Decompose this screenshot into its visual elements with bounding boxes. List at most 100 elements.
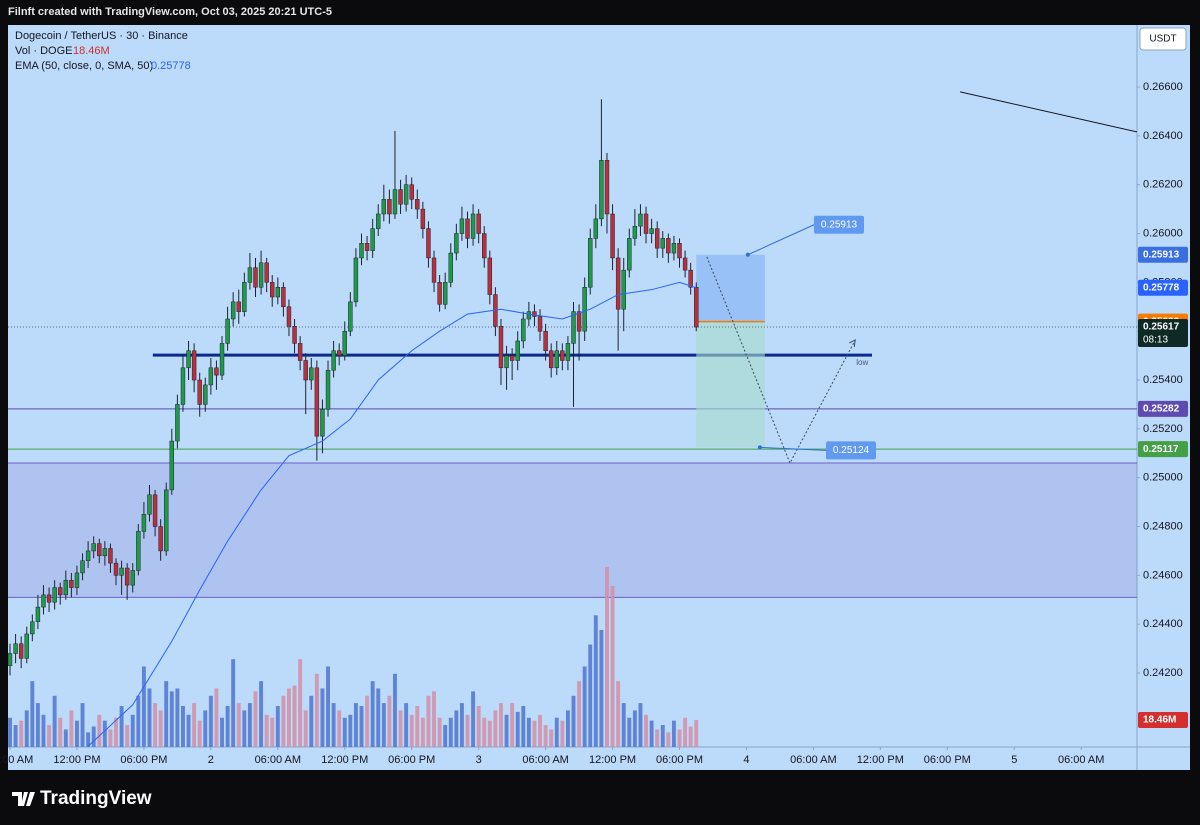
candle-body xyxy=(364,243,370,251)
candle-body xyxy=(253,267,258,288)
candle-body xyxy=(74,572,80,588)
volume-bar xyxy=(409,714,414,747)
candle-body xyxy=(588,238,593,288)
volume-bar xyxy=(259,681,264,747)
volume-bar xyxy=(571,695,576,747)
volume-bar xyxy=(69,710,74,747)
candle-body xyxy=(30,621,35,635)
volume-bar xyxy=(86,732,91,747)
volume-bar xyxy=(448,717,453,747)
symbol-title: Dogecoin / TetherUS · 30 · Binance xyxy=(15,30,188,42)
volume-bar xyxy=(102,720,107,747)
volume-bar xyxy=(504,714,509,747)
y-tick-label: 0.24800 xyxy=(1143,520,1183,532)
footer-text: TradingView xyxy=(40,788,152,809)
candle-body xyxy=(35,606,41,622)
volume-bar xyxy=(593,615,598,747)
volume-bar xyxy=(181,706,185,747)
candle-body xyxy=(465,218,470,239)
volume-bar xyxy=(13,725,18,747)
candle-body xyxy=(576,311,582,332)
volume-bar xyxy=(443,725,448,747)
candle-body xyxy=(654,228,660,249)
x-tick-label: 06:00 AM xyxy=(255,754,301,766)
projection-arrow xyxy=(849,339,856,348)
candle-body xyxy=(230,301,236,320)
candle-body xyxy=(219,343,225,376)
candle-body xyxy=(320,409,325,437)
volume-bar xyxy=(119,706,124,747)
level-badge xyxy=(1138,400,1188,417)
volume-bar xyxy=(465,714,470,747)
candle-body xyxy=(292,326,297,344)
candle-body xyxy=(63,579,69,596)
volume-bar xyxy=(35,703,40,747)
currency[interactable]: USDT xyxy=(1149,34,1176,45)
candle-body xyxy=(370,228,375,251)
plot-area: low xyxy=(8,91,1137,747)
candle-body xyxy=(342,330,347,356)
x-tick-label: 06:00 AM xyxy=(790,754,836,766)
volume-bar xyxy=(610,586,615,747)
volume-bar xyxy=(471,691,476,747)
callout-label: 0.25913 xyxy=(821,219,858,230)
volume-bar xyxy=(236,703,241,747)
candle-body xyxy=(476,213,481,234)
y-tick-label: 0.24600 xyxy=(1143,569,1183,581)
candle-body xyxy=(141,514,147,532)
x-tick-label: 06:00 AM xyxy=(522,754,568,766)
candle-body xyxy=(482,233,487,259)
volume-badge xyxy=(1138,711,1188,728)
candle-body xyxy=(152,494,158,527)
ema-badge xyxy=(1138,279,1188,296)
volume-bar xyxy=(331,703,336,747)
volume-bar xyxy=(91,726,96,747)
ema-legend-value: 0.25778 xyxy=(151,60,191,72)
volume-bar xyxy=(454,710,459,747)
x-tick-label: 12:00 PM xyxy=(321,754,368,766)
candle-body xyxy=(454,233,459,254)
callout-line xyxy=(759,446,827,451)
volume-bar xyxy=(404,703,409,747)
candle-body xyxy=(677,243,682,259)
price-badge-label: 0.25617 xyxy=(1143,322,1180,333)
candle-body xyxy=(537,316,543,332)
candle-body xyxy=(331,350,336,371)
candle-body xyxy=(85,550,91,561)
volume-bar xyxy=(247,703,252,747)
volume-bar xyxy=(359,706,364,747)
callout-box xyxy=(814,215,864,234)
candle-body xyxy=(448,252,453,283)
volume-bar xyxy=(281,695,286,747)
currency-button[interactable] xyxy=(1139,27,1187,51)
candle-body xyxy=(437,282,442,305)
volume-bar xyxy=(197,720,202,747)
x-tick-label: 06:00 PM xyxy=(120,754,167,766)
volume-bar xyxy=(666,732,671,747)
volume-bar xyxy=(577,681,582,747)
volume-bar xyxy=(19,720,24,747)
volume-legend-value: 18.46M xyxy=(73,45,110,57)
candle-body xyxy=(8,653,13,666)
volume-bar xyxy=(599,629,604,747)
candle-body xyxy=(180,367,186,405)
ema-badge-label: 0.25778 xyxy=(1143,282,1180,293)
volume-bar xyxy=(432,691,436,747)
y-tick-label: 0.25000 xyxy=(1143,472,1183,484)
x-tick-label: 2 xyxy=(208,754,214,766)
volume-bar xyxy=(677,729,682,747)
volume-bar xyxy=(688,726,693,747)
volume-bar xyxy=(80,703,85,747)
ema-line xyxy=(87,281,697,747)
volume-bar xyxy=(130,714,135,747)
candle-body xyxy=(208,367,214,386)
volume-bar xyxy=(398,710,403,747)
volume-bar xyxy=(75,720,79,747)
candle-body xyxy=(459,218,465,234)
volume-bar xyxy=(510,703,515,747)
candle-body xyxy=(498,326,504,369)
volume-bar xyxy=(476,706,481,747)
volume-bar xyxy=(515,711,520,747)
volume-bar xyxy=(499,703,503,747)
